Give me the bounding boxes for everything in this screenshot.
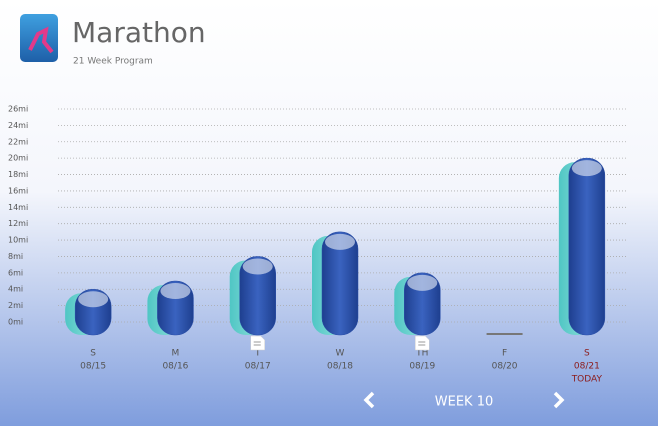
date-label: 08/16: [162, 362, 188, 372]
bar-highlight: [407, 274, 438, 291]
next-week[interactable]: [553, 391, 565, 409]
y-tick-label: 20mi: [8, 154, 28, 163]
y-tick-label: 8mi: [8, 252, 23, 261]
y-tick-label: 26mi: [8, 105, 28, 114]
bar: [239, 256, 276, 336]
note-lines: [418, 341, 426, 346]
y-tick-label: 10mi: [8, 236, 28, 245]
y-tick-label: 22mi: [8, 137, 28, 146]
y-tick-label: 4mi: [8, 285, 23, 294]
day-label: M: [172, 349, 180, 359]
note-icon: [415, 335, 430, 351]
y-tick-label: 6mi: [8, 268, 23, 277]
week-label: WEEK 10: [435, 395, 493, 410]
bar-highlight: [571, 160, 602, 177]
y-tick-label: 16mi: [8, 186, 28, 195]
y-tick-label: 24mi: [8, 121, 28, 130]
subtitle: 21 Week Program: [73, 57, 153, 67]
title: Marathon: [72, 16, 206, 49]
bar: [486, 333, 523, 335]
date-label: 08/19: [409, 362, 435, 372]
app-icon: [20, 14, 58, 62]
y-tick-label: 2mi: [8, 301, 23, 310]
date-label: 08/21: [574, 362, 600, 372]
runner-figure: [28, 26, 54, 54]
today-label: TODAY: [571, 375, 603, 385]
note-icon: [250, 335, 265, 351]
bar-highlight: [242, 258, 273, 275]
y-tick-label: 18mi: [8, 170, 28, 179]
prev-week[interactable]: [363, 391, 375, 409]
day-label: TH: [415, 349, 428, 359]
date-label: 08/17: [245, 362, 271, 372]
date-label: 08/20: [492, 362, 518, 372]
y-tick-label: 14mi: [8, 203, 28, 212]
bar-highlight: [160, 283, 191, 300]
note-lines: [253, 341, 261, 346]
date-label: 08/18: [327, 362, 353, 372]
date-label: 08/15: [80, 362, 106, 372]
week-nav: WEEK 10: [363, 391, 565, 410]
y-tick-label: 0mi: [8, 318, 23, 327]
day-label: S: [90, 349, 96, 359]
bar-highlight: [78, 291, 109, 308]
day-label: F: [502, 349, 507, 359]
bar: [568, 157, 606, 336]
bar-highlight: [325, 233, 355, 250]
day-label: W: [336, 349, 345, 359]
day-label: S: [584, 349, 590, 359]
bar: [321, 231, 359, 336]
y-tick-label: 12mi: [8, 219, 28, 228]
day-label: T: [254, 349, 261, 359]
